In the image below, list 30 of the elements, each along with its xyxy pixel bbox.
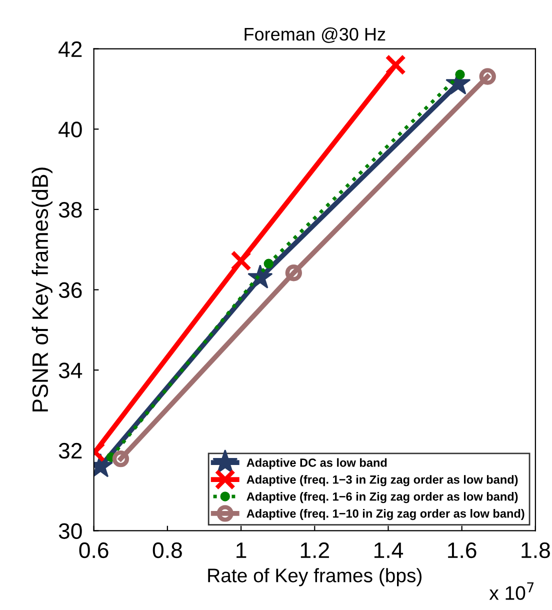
y-tick-label: 36 xyxy=(58,282,82,298)
y-tick-label: 34 xyxy=(58,362,82,378)
text: x 10$^{7}$ xyxy=(489,582,534,600)
point xyxy=(285,264,302,282)
x-tick-label: 0.8 xyxy=(152,542,182,558)
x-tick-label: 1 xyxy=(236,542,246,558)
point xyxy=(248,264,273,289)
y-tick-label: 30 xyxy=(58,523,82,539)
x-tick-label: 1.8 xyxy=(522,542,550,558)
point xyxy=(385,54,406,76)
legend-label: Adaptive (freq. 1−6 in Zig zag order as low band) xyxy=(246,492,518,504)
point xyxy=(479,68,496,85)
x-tick-label: 1.2 xyxy=(300,542,329,558)
legend-label: Adaptive DC as low band xyxy=(246,458,387,470)
legend-label: Adaptive (freq. 1−10 in Zig zag order as low band) xyxy=(246,509,524,520)
point xyxy=(230,250,252,272)
y-tick-label: 42 xyxy=(58,41,82,57)
y-axis-title: PSNR of Key frames(dB) xyxy=(32,168,52,412)
y-tick-label: 38 xyxy=(58,202,82,218)
x-tick-label: 1.4 xyxy=(374,542,404,558)
x-axis-title: Rate of Key frames (bps) xyxy=(208,568,422,586)
y-tick-label: 32 xyxy=(58,442,82,459)
y-tick-label: 40 xyxy=(58,122,82,138)
x-tick-label: 0.6 xyxy=(79,542,108,558)
point xyxy=(112,450,130,468)
legend-label: Adaptive (freq. 1−3 in Zig zag order as low band) xyxy=(246,475,518,486)
chart-title: Foreman @30 Hz xyxy=(244,27,386,43)
x-tick-label: 1.6 xyxy=(448,542,476,558)
point xyxy=(455,70,465,80)
point xyxy=(264,258,274,269)
